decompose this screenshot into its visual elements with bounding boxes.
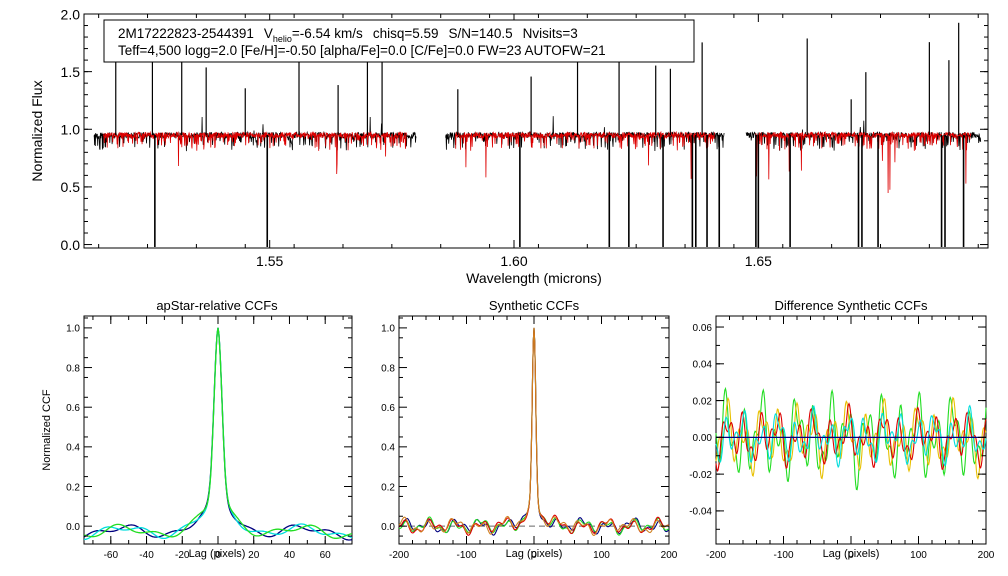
synthetic-ccf-panel: Synthetic CCFs -200 -100 0 100 200 0.0 0.2 0.4 0… [381,298,678,561]
difference-ccf-x-tick-label: 0 [848,550,854,561]
apstar-ccf-y-tick-label: 0.4 [66,443,80,454]
spectrum-info-box [103,19,695,63]
spectrum-traces [93,22,982,247]
spectrum-y-tick-label: 0.0 [61,237,81,253]
difference-ccf-visit-2-line [715,396,987,480]
difference-ccf-y-tick-label: 0.00 [693,433,713,444]
spectrum-x-tick-label: 1.60 [500,253,527,269]
synthetic-ccf-y-tick-label: 0.0 [381,522,395,533]
spectrum-plot-frame [83,13,989,249]
spectrum-model-trace [455,130,715,179]
spectrum-model-trace [755,130,972,194]
synthetic-ccf-traces [398,327,670,536]
difference-ccf-x-tick-label: 200 [978,550,995,561]
apstar-ccf-x-tick-label: 60 [320,550,332,561]
apstar-ccf-visit-1-line [83,327,353,541]
synthetic-ccf-visit-1-line [398,327,670,536]
apstar-ccf-y-axis-label: Normalized CCF [41,389,53,471]
chisq-value: chisq=5.59 [373,26,439,41]
spectrum-axis-ticks: 1.55 1.60 1.65 0.0 0.5 1.0 1.5 2.0 [61,6,988,269]
difference-ccf-x-axis-label: Lag (pixels) [823,548,880,560]
difference-ccf-visit-3-line [715,402,987,473]
synthetic-ccf-title: Synthetic CCFs [489,298,580,313]
apstar-ccf-x-tick-label: 40 [284,550,296,561]
spectrum-x-axis-label: Wavelength (microns) [466,270,602,286]
vhelio-value: =-6.54 km/s [292,26,363,41]
difference-ccf-traces [715,386,987,491]
spectrum-x-tick-label: 1.55 [256,253,283,269]
nvisits-value: Nvisits=3 [523,26,578,41]
synthetic-ccf-plot-frame [398,315,670,545]
synthetic-ccf-y-tick-label: 0.6 [381,403,395,414]
synthetic-ccf-visit-3-line [398,327,670,536]
spectrum-y-tick-label: 1.5 [61,64,81,80]
difference-ccf-y-tick-label: 0.06 [693,323,713,334]
difference-ccf-y-tick-label: 0.02 [693,396,713,407]
star-id: 2M17222823-2544391 [118,26,254,41]
difference-ccf-y-tick-label: -0.04 [689,507,712,518]
spectrum-y-tick-label: 1.0 [61,122,81,138]
apstar-ccf-x-tick-label: 0 [215,550,221,561]
difference-ccf-title: Difference Synthetic CCFs [775,298,928,313]
synthetic-ccf-visit-4-line [398,327,670,536]
difference-ccf-panel: Difference Synthetic CCFs -200 -100 0 100 20… [689,298,995,561]
spectrum-x-tick-label: 1.65 [745,253,772,269]
apstar-ccf-panel: apStar-relative CCFs -60 -40 -20 0 20 40 60 0.0… [41,298,353,561]
apstar-ccf-title: apStar-relative CCFs [156,298,278,313]
synthetic-ccf-x-tick-label: 0 [531,550,537,561]
vhelio-label: V [264,26,273,41]
apstar-ccf-axis-ticks: -60 -40 -20 0 20 40 60 0.0 0.2 0.4 0.6 0.8 1.0 [66,316,352,561]
spectrum-panel: 1.55 1.60 1.65 0.0 0.5 1.0 1.5 2.0 Wavelength (… [29,6,989,286]
difference-ccf-x-tick-label: 100 [910,550,927,561]
apstar-ccf-y-tick-label: 0.6 [66,403,80,414]
apstar-ccf-x-axis-label: Lag (pixels) [189,548,246,560]
apstar-ccf-x-tick-label: -20 [175,550,190,561]
spectrum-info-line-1: 2M17222823-2544391 Vhelio=-6.54 km/s chisq… [118,26,578,44]
difference-ccf-y-tick-label: 0.04 [693,360,713,371]
synthetic-ccf-y-tick-label: 1.0 [381,324,395,335]
synthetic-ccf-x-tick-label: 200 [661,550,678,561]
synthetic-ccf-y-tick-label: 0.8 [381,363,395,374]
synthetic-ccf-x-axis-label: Lag (pixels) [506,548,563,560]
apstar-ccf-x-tick-label: -40 [139,550,154,561]
apstar-ccf-visit-2-line [83,327,353,541]
spectrum-info-line-2: Teff=4,500 logg=2.0 [Fe/H]=-0.50 [alpha/… [118,43,606,58]
synthetic-ccf-y-tick-label: 0.2 [381,482,395,493]
difference-ccf-x-tick-label: -100 [773,550,793,561]
apstar-ccf-y-tick-label: 0.8 [66,363,80,374]
apstar-ccf-y-tick-label: 0.2 [66,482,80,493]
apstar-ccf-x-tick-label: 20 [248,550,260,561]
difference-ccf-axis-ticks: -200 -100 0 100 200 -0.04 -0.02 0.00 0.02 0.04 0.0… [689,316,995,561]
apstar-ccf-plot-frame [83,315,353,545]
spectrum-y-tick-label: 2.0 [61,6,81,22]
spectrum-y-tick-label: 0.5 [61,179,81,195]
synthetic-ccf-x-tick-label: -200 [389,550,409,561]
snr-value: S/N=140.5 [449,26,513,41]
synthetic-ccf-x-tick-label: -100 [456,550,476,561]
synthetic-ccf-axis-ticks: -200 -100 0 100 200 0.0 0.2 0.4 0.6 0.8 1.0 [381,316,678,561]
apstar-ccf-visit-3-line [83,327,353,539]
apstar-ccf-x-tick-label: -60 [104,550,119,561]
apstar-ccf-traces [83,327,353,541]
apstar-ccf-y-tick-label: 1.0 [66,324,80,335]
vhelio-subscript: helio [273,34,292,44]
spectrum-y-axis-label: Normalized Flux [29,80,45,181]
synthetic-ccf-x-tick-label: 100 [593,550,610,561]
synthetic-ccf-visit-2-line [398,327,670,536]
apstar-ccf-y-tick-label: 0.0 [66,522,80,533]
difference-ccf-x-tick-label: -200 [706,550,726,561]
synthetic-ccf-y-tick-label: 0.4 [381,443,395,454]
spectrum-model-trace [103,130,407,191]
difference-ccf-y-tick-label: -0.02 [689,470,712,481]
